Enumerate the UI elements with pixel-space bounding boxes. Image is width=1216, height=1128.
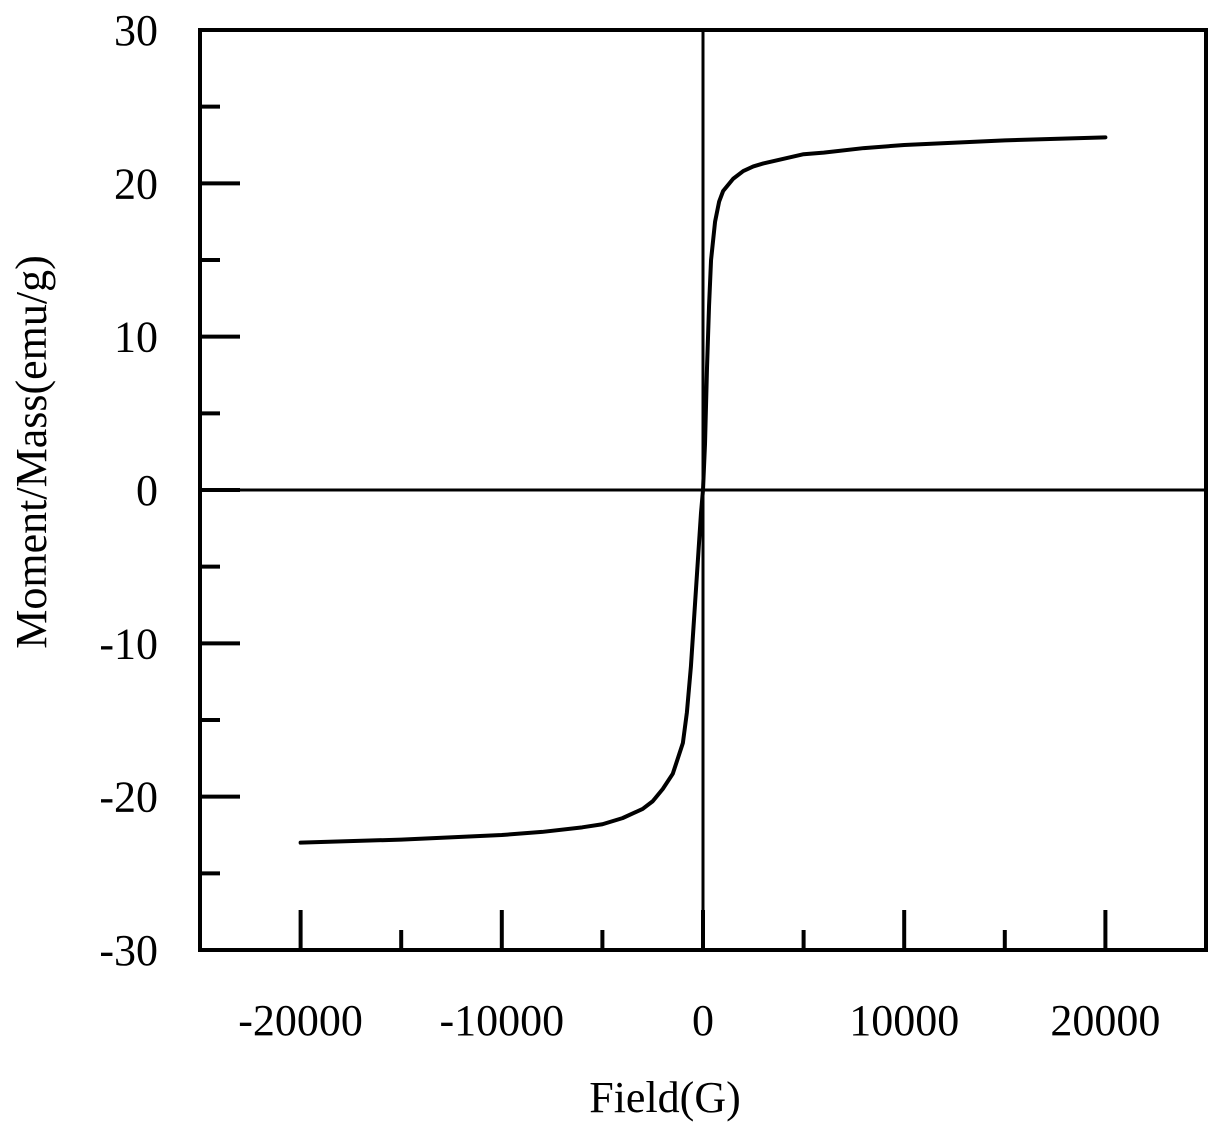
y-tick-label: 30	[114, 6, 158, 55]
x-tick-label: 20000	[1050, 996, 1160, 1045]
x-axis-label: Field(G)	[589, 1073, 741, 1122]
y-tick-label: 10	[114, 313, 158, 362]
y-tick-label: -10	[99, 619, 158, 668]
minor-ticks	[200, 104, 1007, 950]
y-axis-label: Moment/Mass(emu/g)	[7, 255, 56, 649]
y-tick-labels: -30 -20 -10 0 10 20 30	[99, 6, 158, 975]
x-tick-label: 10000	[849, 996, 959, 1045]
y-tick-label: 20	[114, 159, 158, 208]
y-tick-label: -30	[99, 926, 158, 975]
x-tick-label: -20000	[238, 996, 363, 1045]
y-tick-label: -20	[99, 773, 158, 822]
x-tick-label: 0	[692, 996, 714, 1045]
y-tick-label: 0	[136, 466, 158, 515]
x-tick-label: -10000	[439, 996, 564, 1045]
x-tick-labels: -20000 -10000 0 10000 20000	[238, 996, 1160, 1045]
magnetization-curve	[298, 135, 1108, 845]
